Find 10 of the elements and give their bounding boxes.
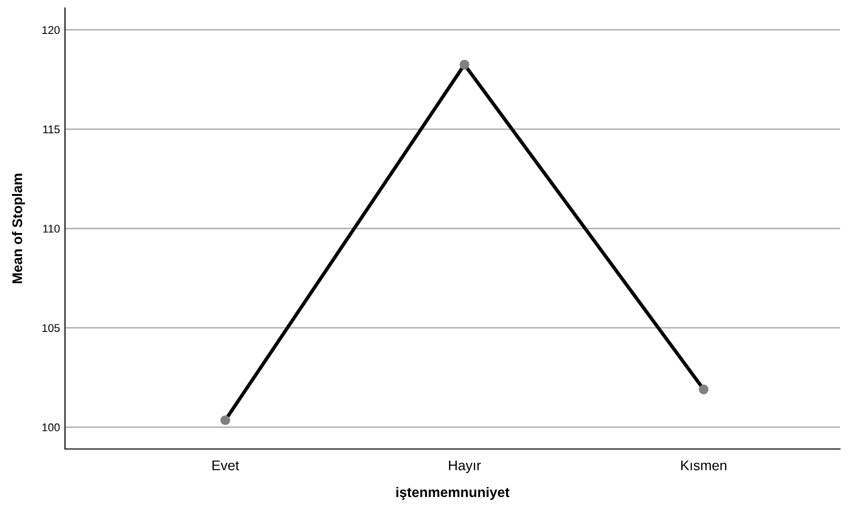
x-tick-label: Evet xyxy=(212,460,240,470)
y-tick-label: 115 xyxy=(43,126,60,134)
x-tick-label: Hayır xyxy=(449,460,481,474)
y-tick-label: 120 xyxy=(42,26,60,34)
y-tick-label: 110 xyxy=(43,224,60,233)
x-tick-label: Kısmen xyxy=(681,460,726,470)
y-tick-label: 105 xyxy=(42,324,60,332)
x-axis-title: iştenmemnuniyet xyxy=(396,486,510,500)
y-axis-title: Mean of Stoplam xyxy=(12,174,25,284)
y-tick-label: 100 xyxy=(42,423,60,432)
